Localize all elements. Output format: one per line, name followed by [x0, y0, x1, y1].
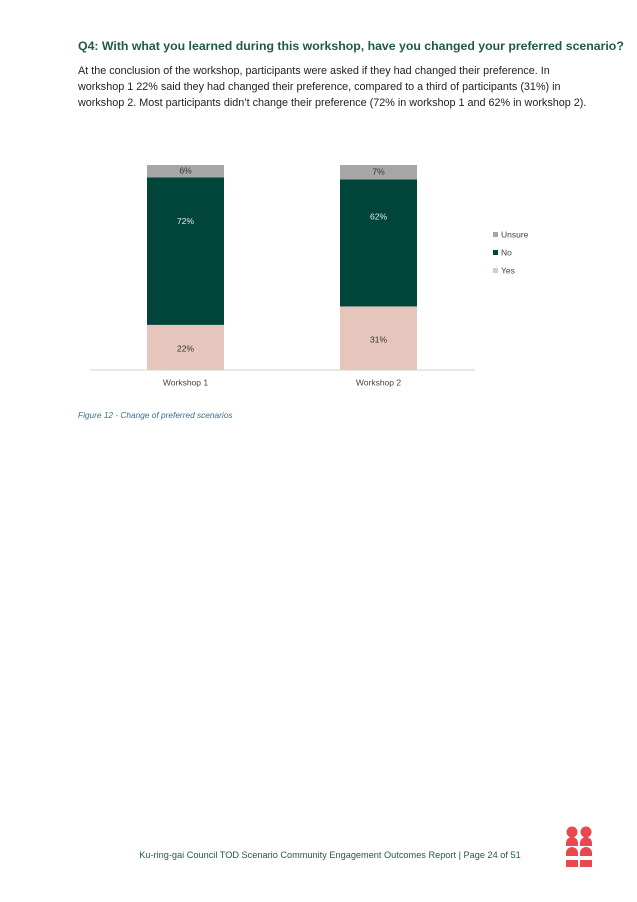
legend-label: No [501, 247, 512, 257]
legend-swatch [493, 250, 498, 255]
value-label: 7% [372, 166, 385, 176]
bar-segment [340, 165, 417, 180]
x-tick-label: Workshop 2 [356, 377, 401, 387]
legend-swatch [493, 232, 498, 237]
paragraph: At the conclusion of the workshop, parti… [78, 65, 587, 109]
value-label: 31% [370, 334, 387, 344]
value-label: 62% [370, 212, 387, 222]
legend-label: Yes [501, 265, 515, 275]
figure-caption: Figure 12 - Change of preferred scenario… [78, 410, 233, 420]
bar-segment [340, 306, 417, 370]
value-label: 72% [177, 216, 194, 226]
logo [566, 826, 592, 867]
legend-swatch [493, 268, 498, 273]
value-label: 6% [179, 165, 192, 175]
footer: Ku-ring-gai Council TOD Scenario Communi… [139, 850, 521, 860]
value-label: 22% [177, 344, 194, 354]
bar-segment [147, 177, 224, 325]
bar-segment [340, 179, 417, 307]
heading: Q4: With what you learned during this wo… [78, 39, 624, 53]
legend-label: Unsure [501, 229, 529, 239]
bar-segment [147, 165, 224, 178]
x-tick-label: Workshop 1 [163, 377, 208, 387]
bar-segment [147, 324, 224, 370]
